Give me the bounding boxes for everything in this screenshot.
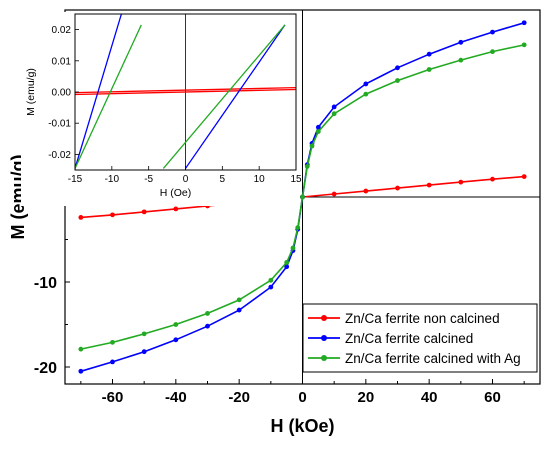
data-point-series-2 (78, 368, 84, 374)
data-point-series-2 (315, 124, 321, 130)
inset-y-tick-label: -0.02 (48, 150, 71, 161)
data-point-series-1 (78, 215, 84, 220)
inset-x-tick-label: 0 (183, 174, 189, 185)
inset-branch-5 (75, 24, 142, 169)
x-tick-label: 0 (298, 389, 306, 406)
legend-label: Zn/Ca ferrite calcined with Ag (345, 351, 521, 366)
data-point-series-2 (363, 81, 369, 87)
data-point-series-3 (78, 346, 84, 352)
inset-background (21, 12, 300, 206)
inset-y-axis-label: M (emu/g) (25, 68, 37, 116)
x-axis-label: H (kOe) (270, 416, 334, 436)
data-point-series-2 (141, 349, 147, 355)
inset-y-tick-label: 0.02 (52, 25, 72, 36)
data-point-series-2 (236, 307, 242, 313)
data-point-series-3 (284, 260, 290, 265)
data-point-series-1 (110, 212, 115, 218)
inset-x-tick-label: 15 (290, 174, 302, 185)
inset-x-tick-label: -10 (105, 174, 120, 185)
data-point-series-3 (331, 111, 337, 117)
data-point-series-3 (205, 311, 210, 316)
data-point-series-3 (290, 245, 296, 251)
legend-label: Zn/Ca ferrite calcined (345, 331, 473, 346)
inset-branch-6 (162, 24, 286, 169)
data-point-series-3 (490, 49, 495, 55)
inset-x-axis-label: H (Oe) (160, 187, 192, 199)
main-series-group (78, 20, 527, 374)
legend-swatch-marker (321, 355, 327, 361)
data-point-series-3 (521, 42, 527, 48)
data-point-series-3 (395, 78, 400, 83)
inset-series-group (75, 14, 296, 169)
data-point-series-3 (300, 194, 305, 200)
data-point-series-2 (490, 29, 495, 35)
data-point-series-3 (315, 129, 321, 134)
y-tick-label: -20 (34, 360, 57, 377)
data-point-series-2 (284, 264, 290, 270)
inset-y-tick-label: -0.01 (48, 119, 71, 130)
inset-x-tick-label: -5 (144, 174, 153, 185)
data-point-series-2 (521, 20, 527, 26)
inset-x-tick-label: -15 (68, 174, 83, 185)
y-tick-label: -10 (34, 275, 57, 292)
inset-y-tick-label: 0.00 (52, 88, 72, 99)
data-point-series-1 (395, 185, 400, 191)
data-point-series-2 (268, 284, 274, 290)
inset-plot: -15 -10 -5 0 5 10 15 -0.02 -0.01 0.00 0.01 0.02 H (O… (21, 12, 302, 206)
data-point-series-3 (110, 339, 115, 345)
legend-swatch-marker (321, 315, 327, 321)
x-tick-label: 60 (484, 389, 501, 406)
x-tick-label: 40 (421, 389, 438, 406)
data-point-series-1 (363, 188, 369, 194)
legend: Zn/Ca ferrite non calcined Zn/Ca ferrite … (302, 303, 538, 373)
data-point-series-1 (490, 176, 495, 182)
data-point-series-1 (331, 191, 337, 197)
data-point-series-2 (395, 65, 400, 71)
inset-x-tick-label: 5 (220, 174, 226, 185)
data-point-series-1 (173, 206, 179, 212)
legend-box (302, 303, 538, 373)
inset-branch-1 (75, 88, 296, 96)
x-tick-label: -20 (228, 389, 250, 406)
data-point-series-2 (205, 323, 210, 329)
data-point-series-3 (363, 91, 369, 97)
inset-branch-3 (75, 14, 123, 169)
data-point-series-2 (110, 359, 115, 365)
data-point-series-3 (309, 143, 315, 149)
data-point-series-3 (304, 164, 310, 169)
data-point-series-2 (458, 39, 464, 45)
data-point-series-3 (268, 277, 274, 283)
x-tick-label: 20 (357, 389, 374, 406)
data-point-series-2 (331, 104, 337, 110)
legend-swatch-marker (321, 335, 327, 341)
data-point-series-1 (458, 179, 464, 185)
inset-x-tick-label: 10 (254, 174, 266, 185)
data-point-series-1 (426, 182, 432, 188)
data-point-series-2 (173, 337, 179, 343)
inset-branch-2 (75, 86, 296, 94)
data-point-series-3 (426, 67, 432, 72)
x-tick-label: -60 (102, 389, 124, 406)
data-point-series-1 (141, 209, 147, 215)
data-point-series-3 (236, 297, 242, 303)
data-point-series-3 (295, 225, 301, 231)
data-point-series-3 (173, 322, 179, 327)
x-tick-label: -40 (165, 389, 187, 406)
inset-branch-4 (184, 24, 286, 169)
data-point-series-2 (426, 51, 432, 57)
inset-y-tick-label: 0.01 (52, 56, 72, 67)
data-point-series-3 (141, 331, 147, 337)
data-point-series-1 (521, 174, 527, 180)
legend-label: Zn/Ca ferrite non calcined (345, 311, 500, 326)
data-point-series-3 (458, 57, 464, 63)
